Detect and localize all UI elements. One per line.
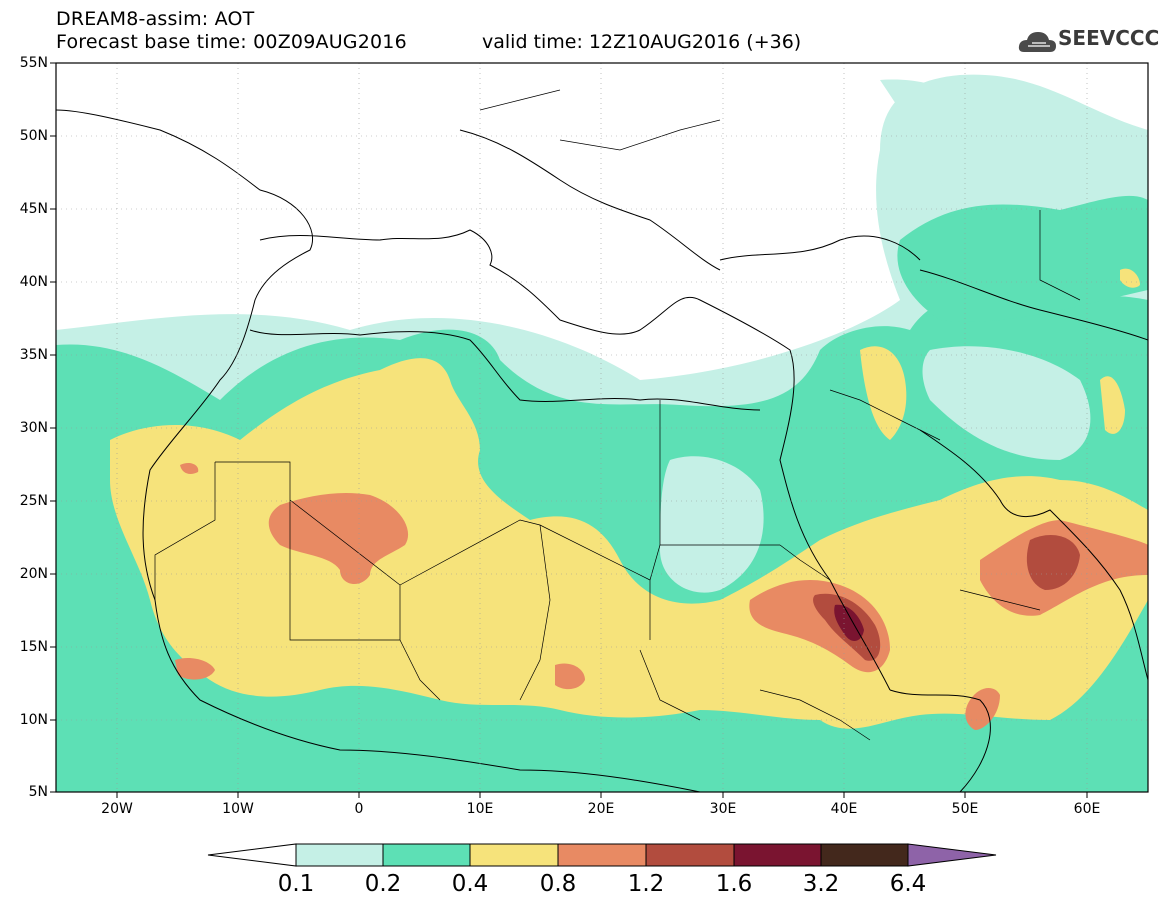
aot-level-1-6 xyxy=(834,604,864,642)
lat-label: 5N xyxy=(28,784,48,800)
lat-label: 45N xyxy=(19,201,48,217)
lon-label: 10E xyxy=(466,801,494,817)
lat-label: 40N xyxy=(19,274,48,290)
map-title: DREAM8-assim: AOT xyxy=(56,8,255,30)
colorbar-bin-0-2 xyxy=(382,843,471,867)
cloud-logo-icon xyxy=(1018,32,1056,52)
lon-label: 20E xyxy=(587,801,615,817)
colorbar-bin-3-2 xyxy=(820,843,909,867)
colorbar-label: 3.2 xyxy=(802,871,840,897)
lon-label: 60E xyxy=(1073,801,1101,817)
lon-label: 40E xyxy=(830,801,858,817)
lon-label: 30E xyxy=(709,801,737,817)
colorbar-label: 6.4 xyxy=(889,871,927,897)
colorbar-bin-1-6 xyxy=(733,843,822,867)
colorbar-bin-1-2 xyxy=(645,843,735,867)
lat-label: 55N xyxy=(19,55,48,71)
lon-label: 10W xyxy=(222,801,254,817)
lat-label: 10N xyxy=(19,712,48,728)
aot-level-0-1-inner xyxy=(660,346,1091,593)
lat-label: 50N xyxy=(19,128,48,144)
lat-lon-grid xyxy=(56,63,1148,792)
axis-ticks xyxy=(50,62,1088,798)
colorbar-label: 0.8 xyxy=(539,871,577,897)
colorbar-bin-0-4 xyxy=(469,843,559,867)
forecast-base-time: Forecast base time: 00Z09AUG2016 xyxy=(56,31,407,53)
lat-label: 30N xyxy=(19,420,48,436)
colorbar-label: 0.2 xyxy=(364,871,402,897)
lat-label: 15N xyxy=(19,639,48,655)
lat-label: 25N xyxy=(19,493,48,509)
logo-text: SEEVCCC xyxy=(1058,26,1160,50)
colorbar-bin-0-1 xyxy=(295,843,384,867)
coastlines xyxy=(56,109,1148,792)
colorbar-label: 1.2 xyxy=(627,871,665,897)
colorbar-over-triangle xyxy=(907,843,997,867)
colorbar-label: 1.6 xyxy=(715,871,753,897)
country-borders xyxy=(154,89,1081,741)
colorbar-label: 0.4 xyxy=(451,871,489,897)
lon-label: 20W xyxy=(101,801,133,817)
lat-label: 35N xyxy=(19,347,48,363)
colorbar-label: 0.1 xyxy=(277,871,315,897)
colorbar xyxy=(207,843,997,867)
colorbar-bin-0-8 xyxy=(557,843,647,867)
colorbar-under-triangle xyxy=(207,843,297,867)
valid-time: valid time: 12Z10AUG2016 (+36) xyxy=(482,31,802,53)
lon-label: 50E xyxy=(951,801,979,817)
lat-label: 20N xyxy=(19,566,48,582)
lon-label: 0 xyxy=(354,801,364,817)
